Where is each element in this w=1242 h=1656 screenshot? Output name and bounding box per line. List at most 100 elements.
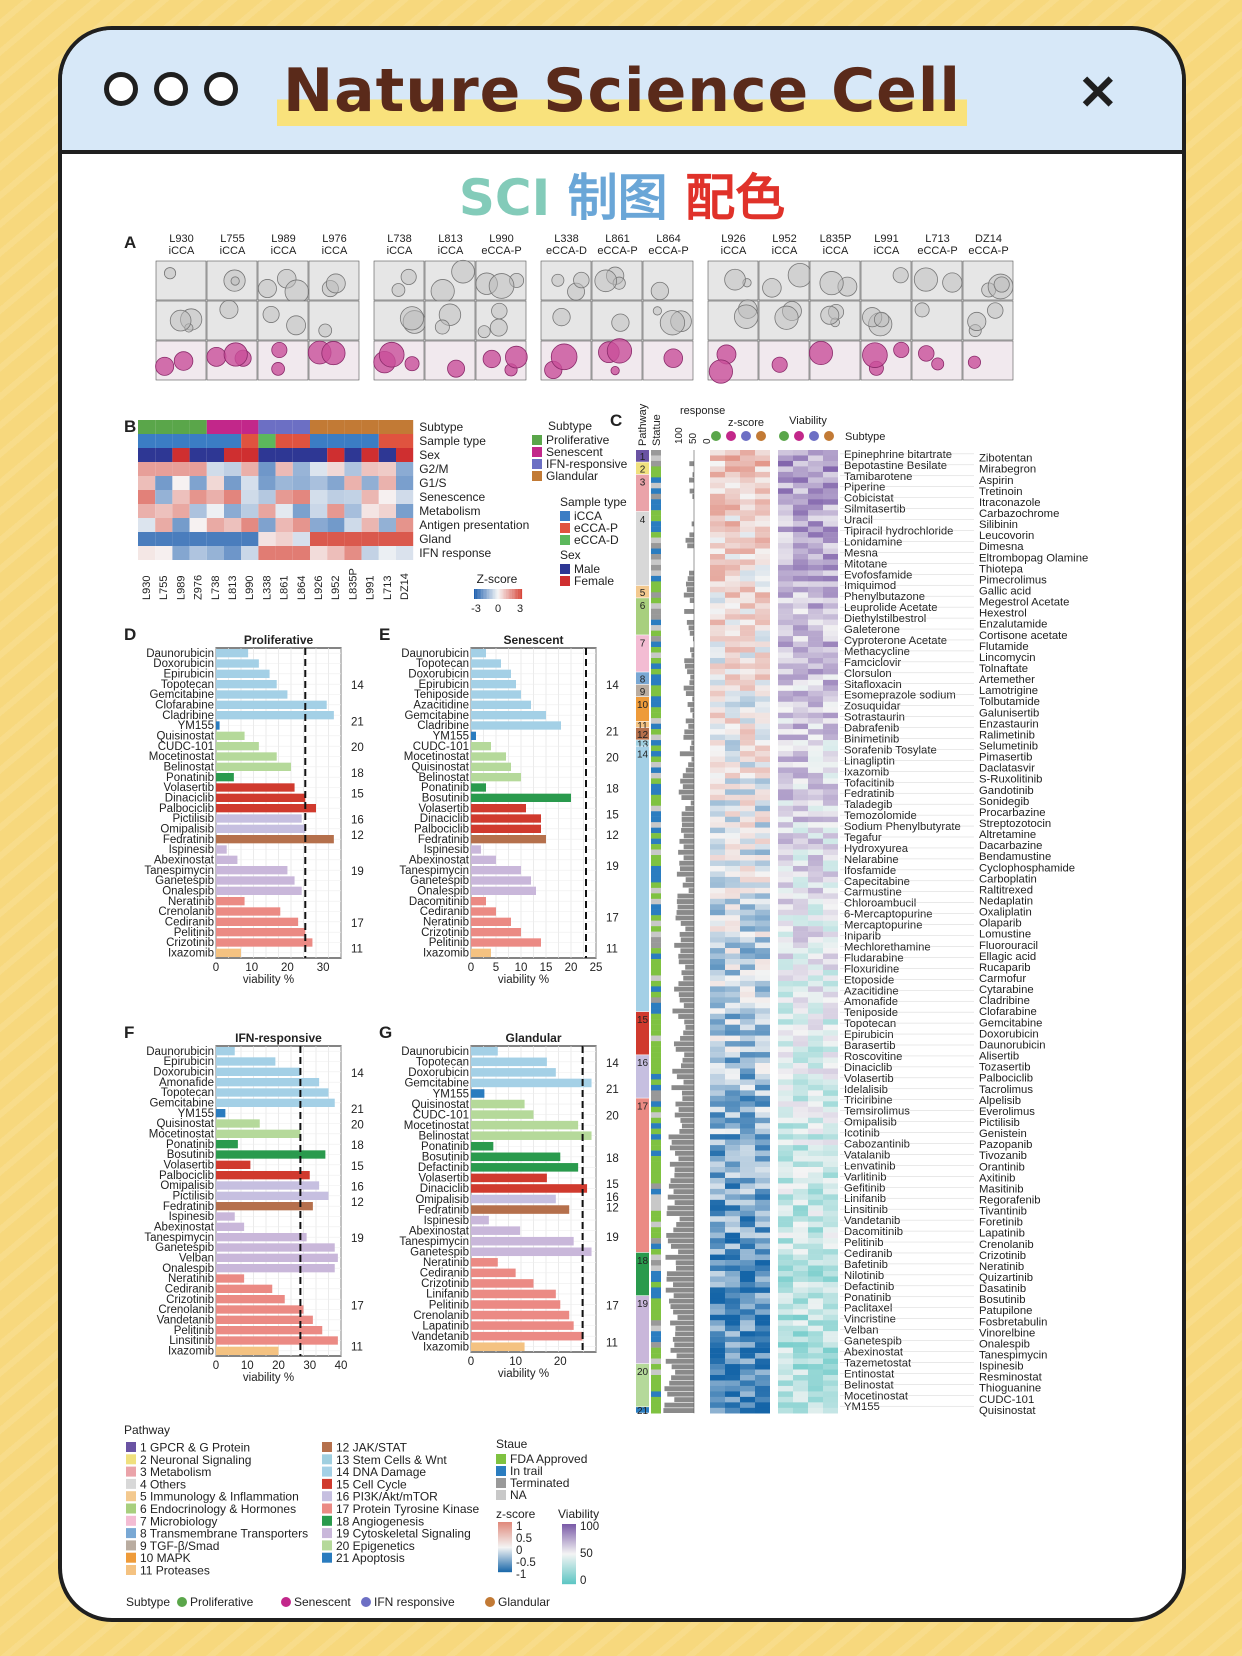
zscore-cell — [725, 876, 740, 883]
heatmap-cell — [361, 448, 379, 462]
viability-cell — [778, 980, 793, 987]
sample-id: L338 — [554, 233, 578, 245]
window-dot-icon[interactable] — [204, 72, 238, 106]
viability-cell — [793, 991, 808, 998]
zscore-cell — [725, 772, 740, 779]
viability-cell — [778, 690, 793, 697]
viability-cell — [823, 778, 838, 785]
response-bar — [673, 1041, 694, 1047]
pathway-label: 4 — [640, 515, 646, 526]
organoid-cell — [488, 273, 515, 299]
drug-name-right: Bosutinib — [979, 1294, 1025, 1306]
viability-cell — [793, 581, 808, 588]
status-cell — [651, 778, 661, 785]
zscore-cell — [710, 548, 725, 555]
zscore-cell — [755, 833, 770, 839]
window-dot-icon[interactable] — [104, 72, 138, 106]
heatmap-cell — [344, 518, 362, 532]
bar — [471, 742, 491, 751]
zscore-cell — [740, 1199, 755, 1206]
drug-label: Cediranib — [165, 917, 214, 929]
response-bar — [686, 619, 694, 625]
response-bar — [689, 745, 694, 751]
zscore-gradient — [498, 589, 500, 599]
heatmap-cell — [258, 420, 276, 434]
close-icon[interactable]: ✕ — [1077, 67, 1118, 120]
window-dot-icon[interactable] — [154, 72, 188, 106]
zscore-cell — [725, 603, 740, 609]
zscore-cell — [740, 909, 755, 916]
viability-cell — [793, 532, 808, 538]
drug-name-right: Gallic acid — [979, 585, 1031, 597]
response-bar — [689, 477, 694, 483]
viability-cell — [808, 855, 823, 861]
zscore-cell — [740, 997, 755, 1004]
pathway-label: 9 — [640, 687, 646, 698]
zscore-cell — [755, 783, 770, 790]
viability-cell — [778, 1380, 793, 1387]
status-cell — [651, 532, 661, 538]
zscore-cell — [710, 652, 725, 659]
heatmap-cell — [189, 504, 207, 518]
zscore-cell — [725, 855, 740, 861]
zscore-cell — [740, 630, 755, 637]
viability-cell — [778, 865, 793, 872]
viability-cell — [808, 986, 823, 993]
drug-name-left: Linagliptin — [844, 755, 895, 767]
viability-cell — [778, 772, 793, 779]
zscore-cell — [755, 515, 770, 522]
status-cell — [651, 964, 661, 971]
zscore-cell — [710, 712, 725, 719]
legend-title: Pathway — [124, 1423, 170, 1437]
zscore-cell — [740, 603, 755, 609]
viability-cell — [793, 493, 808, 500]
viability-cell — [793, 898, 808, 905]
viability-cell — [808, 838, 823, 845]
response-bar — [691, 740, 694, 746]
response-bar — [684, 729, 694, 735]
bar — [216, 742, 259, 751]
heatmap-cell — [396, 434, 414, 448]
group-label: 15 — [351, 1161, 364, 1173]
bar — [471, 1289, 556, 1299]
viability-cell — [793, 1243, 808, 1250]
viability-cell — [823, 876, 838, 883]
heatmap-col-label: L713 — [382, 576, 394, 600]
viability-cell — [823, 477, 838, 484]
zscore-gradient — [498, 1565, 512, 1567]
viability-cell — [793, 1079, 808, 1086]
heatmap-cell — [172, 420, 190, 434]
zscore-gradient — [498, 1546, 512, 1548]
drug-name-right: Carboplatin — [979, 873, 1037, 885]
zscore-cell — [755, 1385, 770, 1392]
heatmap-row-label: Sex — [419, 448, 440, 462]
status-cell — [651, 674, 661, 681]
viability-cell — [808, 482, 823, 489]
app-window: Nature Science Cell ✕ SCI 制图 配色 A L930 iCC… — [58, 26, 1186, 1622]
zscore-cell — [740, 855, 755, 861]
zscore-cell — [755, 729, 770, 735]
zscore-cell — [740, 1013, 755, 1020]
zscore-cell — [710, 1325, 725, 1332]
viability-cell — [793, 696, 808, 702]
zscore-cell — [710, 488, 725, 494]
drug-label: Ponatinib — [166, 772, 214, 784]
status-cell — [651, 937, 661, 943]
heatmap-cell — [189, 546, 207, 560]
viability-cell — [778, 1128, 793, 1135]
viability-cell — [793, 909, 808, 916]
legend-title: Sample type — [560, 495, 627, 509]
heatmap-cell — [155, 504, 173, 518]
viability-cell — [823, 1380, 838, 1387]
viability-cell — [778, 931, 793, 938]
viability-cell — [778, 586, 793, 593]
zscore-cell — [740, 636, 755, 642]
viability-cell — [793, 789, 808, 796]
zscore-cell — [725, 1030, 740, 1036]
drug-name-left: 6-Mercaptopurine — [844, 909, 933, 921]
viability-cell — [793, 805, 808, 812]
zscore-cell — [725, 1161, 740, 1168]
status-cell — [651, 980, 661, 987]
zscore-cell — [740, 1254, 755, 1261]
zscore-cell — [710, 1369, 725, 1376]
